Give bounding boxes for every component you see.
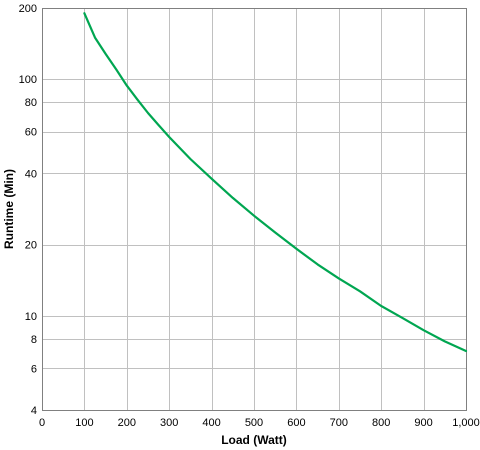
x-tick-label: 0 (39, 417, 45, 429)
x-tick-label: 100 (75, 417, 93, 429)
runtime-series-line (83, 12, 468, 353)
x-tick-label: 300 (160, 417, 178, 429)
y-tick-label: 80 (25, 97, 37, 109)
x-tick-label: 1,000 (452, 417, 480, 429)
x-tick-label: 400 (202, 417, 220, 429)
y-tick-label: 4 (31, 405, 37, 417)
x-tick-label: 900 (414, 417, 432, 429)
x-tick-label: 200 (118, 417, 136, 429)
y-tick-label: 100 (19, 74, 37, 86)
plot-area-border (42, 8, 467, 411)
y-tick-label: 40 (25, 168, 37, 180)
x-tick-label: 500 (245, 417, 263, 429)
y-tick-label: 8 (31, 334, 37, 346)
series-layer (83, 12, 468, 353)
x-tick-label: 800 (372, 417, 390, 429)
y-axis-ticks: 4 6 8 10 20 40 60 80 100 200 (19, 3, 37, 417)
grid-lines (42, 8, 466, 410)
x-tick-label: 700 (330, 417, 348, 429)
y-axis-title: Runtime (Min) (2, 169, 16, 249)
x-tick-label: 600 (287, 417, 305, 429)
x-axis-ticks: 0 100 200 300 400 500 600 700 800 900 1,000 (39, 417, 480, 429)
x-axis-title: Load (Watt) (221, 433, 287, 447)
y-tick-label: 60 (25, 127, 37, 139)
y-tick-label: 6 (31, 363, 37, 375)
y-tick-label: 200 (19, 3, 37, 15)
y-tick-label: 20 (25, 240, 37, 252)
y-tick-label: 10 (25, 311, 37, 323)
